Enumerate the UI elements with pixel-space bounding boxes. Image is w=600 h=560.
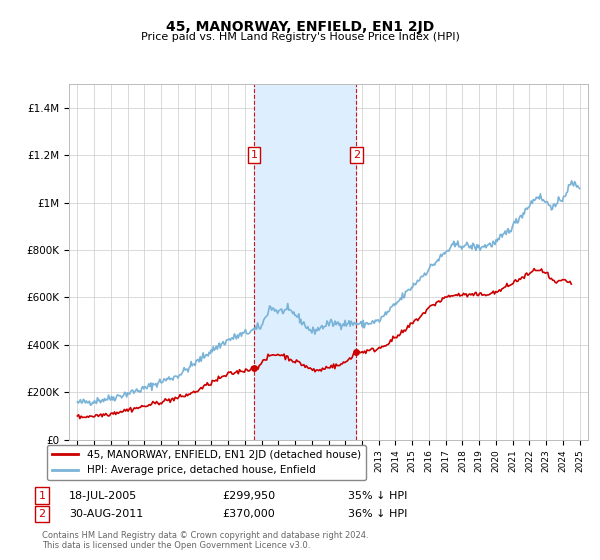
Text: 1: 1 bbox=[250, 150, 257, 160]
Bar bbox=[254, 84, 356, 440]
Text: 36% ↓ HPI: 36% ↓ HPI bbox=[348, 509, 407, 519]
Text: 1: 1 bbox=[38, 491, 46, 501]
Text: 35% ↓ HPI: 35% ↓ HPI bbox=[348, 491, 407, 501]
Text: Price paid vs. HM Land Registry's House Price Index (HPI): Price paid vs. HM Land Registry's House … bbox=[140, 32, 460, 43]
Text: 2: 2 bbox=[353, 150, 360, 160]
Text: Contains HM Land Registry data © Crown copyright and database right 2024.
This d: Contains HM Land Registry data © Crown c… bbox=[42, 531, 368, 550]
Text: 2: 2 bbox=[38, 509, 46, 519]
Text: £370,000: £370,000 bbox=[222, 509, 275, 519]
Text: 45, MANORWAY, ENFIELD, EN1 2JD: 45, MANORWAY, ENFIELD, EN1 2JD bbox=[166, 20, 434, 34]
Text: £299,950: £299,950 bbox=[222, 491, 275, 501]
Text: 18-JUL-2005: 18-JUL-2005 bbox=[69, 491, 137, 501]
Text: 30-AUG-2011: 30-AUG-2011 bbox=[69, 509, 143, 519]
Legend: 45, MANORWAY, ENFIELD, EN1 2JD (detached house), HPI: Average price, detached ho: 45, MANORWAY, ENFIELD, EN1 2JD (detached… bbox=[47, 445, 366, 480]
